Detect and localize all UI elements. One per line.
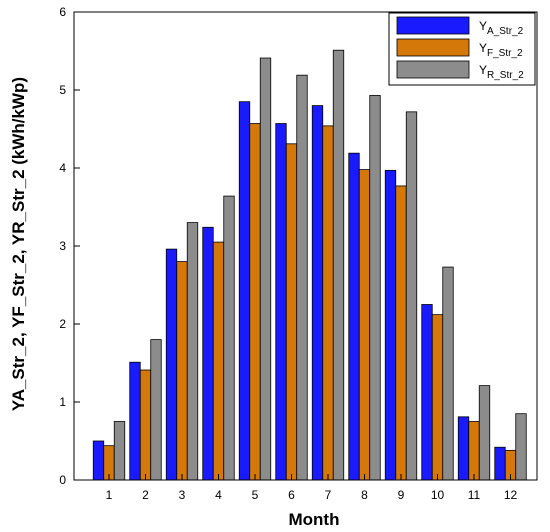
y-axis-title: YA_Str_2, YF_Str_2, YR_Str_2 (kWh/kWp) xyxy=(9,77,28,411)
bar-YF_Str_2-month-9 xyxy=(395,185,407,481)
legend: YA_Str_2 YF_Str_2 YR_Str_2 xyxy=(388,12,536,86)
bars-layer xyxy=(92,49,527,481)
y-tick-label: 5 xyxy=(59,83,66,97)
legend-swatch-YF_Str_2 xyxy=(396,38,470,57)
bar-YR_Str_2-month-3 xyxy=(186,222,199,481)
bar-YA_Str_2-month-11 xyxy=(457,416,470,481)
bar-YA_Str_2-month-8 xyxy=(348,152,360,481)
x-tick-label: 4 xyxy=(215,488,222,502)
bar-YR_Str_2-month-6 xyxy=(296,74,308,481)
x-tick-label: 6 xyxy=(288,488,295,502)
bar-YF_Str_2-month-11 xyxy=(468,421,480,481)
bar-YR_Str_2-month-2 xyxy=(150,339,162,481)
bar-YA_Str_2-month-2 xyxy=(129,361,141,481)
legend-label-YA_Str_2: YA_Str_2 xyxy=(479,19,524,37)
bar-YF_Str_2-month-6 xyxy=(285,143,298,481)
bar-YA_Str_2-month-9 xyxy=(384,169,397,481)
y-tick-label: 1 xyxy=(59,395,66,409)
bar-YR_Str_2-month-9 xyxy=(405,111,418,481)
x-tick-label: 12 xyxy=(504,488,518,502)
bar-YR_Str_2-month-11 xyxy=(478,385,491,481)
bar-YR_Str_2-month-4 xyxy=(223,195,235,481)
x-tick-label: 5 xyxy=(252,488,259,502)
bar-YR_Str_2-month-7 xyxy=(332,49,345,481)
legend-label-YR_Str_2: YR_Str_2 xyxy=(479,63,524,81)
legend-swatch-YR_Str_2 xyxy=(396,60,470,79)
bar-YA_Str_2-month-4 xyxy=(202,226,214,481)
x-tick-label: 8 xyxy=(361,488,368,502)
bar-YF_Str_2-month-2 xyxy=(139,369,152,481)
bar-YA_Str_2-month-7 xyxy=(311,105,324,481)
bar-YF_Str_2-month-3 xyxy=(176,261,188,481)
x-tick-label: 7 xyxy=(325,488,332,502)
bar-YF_Str_2-month-7 xyxy=(322,125,334,481)
bar-YA_Str_2-month-10 xyxy=(421,304,433,481)
bar-YA_Str_2-month-1 xyxy=(92,440,105,481)
bar-YF_Str_2-month-5 xyxy=(249,123,261,481)
x-axis-title: Month xyxy=(289,510,340,529)
bar-YA_Str_2-month-5 xyxy=(238,101,251,481)
legend-label-YF_Str_2: YF_Str_2 xyxy=(479,41,523,59)
x-tick-label: 9 xyxy=(398,488,405,502)
bar-YA_Str_2-month-3 xyxy=(165,248,178,481)
y-tick-label: 0 xyxy=(59,473,66,487)
bar-YF_Str_2-month-4 xyxy=(212,241,225,481)
y-tick-label: 2 xyxy=(59,317,66,331)
bar-YF_Str_2-month-10 xyxy=(431,314,444,481)
y-tick-label: 6 xyxy=(59,5,66,19)
bar-YF_Str_2-month-8 xyxy=(358,169,371,481)
x-tick-label: 2 xyxy=(142,488,149,502)
bar-YA_Str_2-month-12 xyxy=(494,446,506,481)
x-tick-label: 3 xyxy=(179,488,186,502)
bar-YR_Str_2-month-8 xyxy=(369,95,381,481)
x-tick-label: 1 xyxy=(106,488,113,502)
legend-swatch-YA_Str_2 xyxy=(396,16,470,35)
x-tick-label: 11 xyxy=(468,488,481,502)
bar-YR_Str_2-month-1 xyxy=(113,421,126,481)
bar-YR_Str_2-month-10 xyxy=(442,266,454,481)
y-tick-label: 4 xyxy=(59,161,66,175)
bar-YR_Str_2-month-5 xyxy=(259,57,272,481)
y-tick-label: 3 xyxy=(59,239,66,253)
x-tick-label: 10 xyxy=(431,488,445,502)
bar-YA_Str_2-month-6 xyxy=(275,123,287,481)
bar-YR_Str_2-month-12 xyxy=(515,413,527,481)
